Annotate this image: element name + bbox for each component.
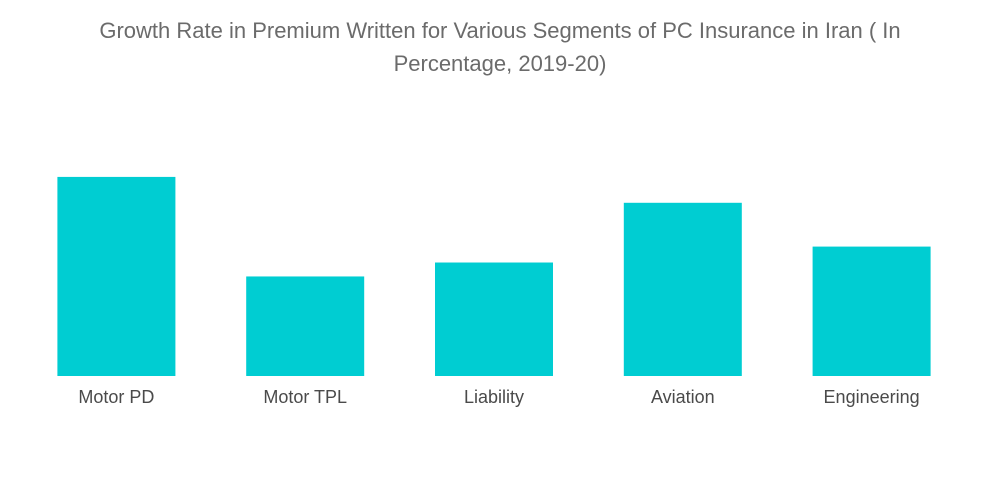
x-tick-label: Motor PD [78, 387, 154, 407]
bar-liability [435, 262, 553, 376]
x-tick-label: Motor TPL [263, 387, 347, 407]
x-tick-label: Engineering [824, 387, 920, 407]
bar-motor-pd [57, 176, 176, 376]
x-tick-label: Liability [464, 387, 524, 407]
bar-aviation [623, 202, 742, 376]
x-tick-label: Aviation [651, 387, 715, 407]
bar-engineering [812, 246, 931, 376]
bar-motor-tpl [246, 276, 365, 376]
chart-title: Growth Rate in Premium Written for Vario… [99, 18, 901, 76]
